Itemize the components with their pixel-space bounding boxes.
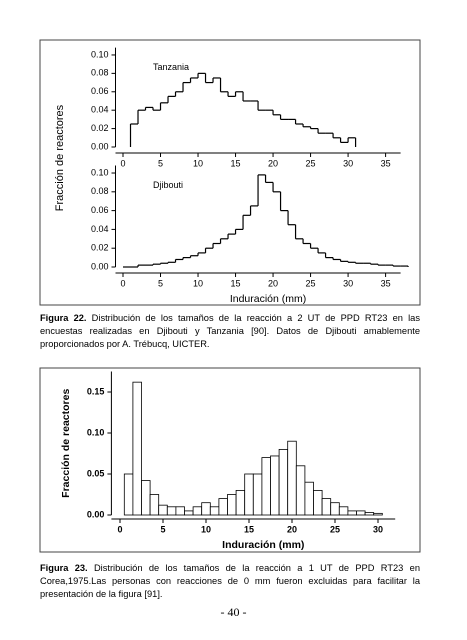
caption-label: Figura 23. bbox=[40, 563, 88, 573]
bar bbox=[175, 506, 185, 516]
bar bbox=[132, 381, 142, 516]
y-tick-label: 0.06 bbox=[91, 205, 109, 215]
bar bbox=[321, 498, 332, 516]
y-tick-label: 0.10 bbox=[91, 167, 109, 177]
x-tick-label: 20 bbox=[268, 158, 278, 168]
bar bbox=[356, 510, 366, 516]
bar bbox=[184, 510, 194, 516]
figure-frame bbox=[39, 367, 421, 553]
bar bbox=[244, 473, 254, 516]
page-number: - 40 - bbox=[220, 605, 247, 619]
x-tick-label: 0 bbox=[120, 278, 125, 288]
bar bbox=[235, 489, 246, 516]
bar bbox=[270, 455, 280, 516]
x-axis-label: Induración (mm) bbox=[230, 293, 306, 305]
y-tick-label: 0.10 bbox=[87, 427, 105, 437]
y-tick-label: 0.08 bbox=[91, 186, 109, 196]
panel-label: Djibouti bbox=[153, 180, 183, 190]
panel-label: Tanzania bbox=[153, 62, 189, 72]
x-tick-label: 0 bbox=[120, 158, 125, 168]
y-tick-label: 0.08 bbox=[91, 68, 109, 78]
bar bbox=[218, 498, 228, 516]
y-tick-label: 0.15 bbox=[87, 386, 105, 396]
x-tick-label: 0 bbox=[117, 524, 122, 534]
bar bbox=[201, 502, 211, 516]
y-tick-label: 0.00 bbox=[87, 509, 105, 519]
y-axis-label: Fracción de reactores bbox=[60, 389, 72, 498]
y-tick-label: 0.00 bbox=[91, 261, 109, 271]
x-tick-label: 15 bbox=[231, 158, 241, 168]
y-axis-label: Fracción de reactores bbox=[54, 104, 66, 211]
x-tick-label: 25 bbox=[306, 158, 316, 168]
y-tick-label: 0.05 bbox=[87, 468, 105, 478]
x-tick-label: 25 bbox=[306, 278, 316, 288]
bar bbox=[364, 512, 375, 516]
y-tick-label: 0.04 bbox=[91, 105, 109, 115]
bar bbox=[313, 489, 323, 516]
bar bbox=[123, 473, 134, 516]
caption: Figura 22. Distribución de los tamaños d… bbox=[40, 312, 420, 351]
bar bbox=[304, 481, 314, 516]
caption-text: Distribución de los tamaños de la reacci… bbox=[40, 563, 420, 599]
bar bbox=[252, 473, 263, 516]
x-tick-label: 20 bbox=[268, 278, 278, 288]
bar bbox=[227, 494, 237, 516]
x-tick-label: 35 bbox=[381, 158, 391, 168]
x-tick-label: 30 bbox=[343, 158, 353, 168]
x-axis-label: Induración (mm) bbox=[222, 539, 304, 551]
bar bbox=[287, 440, 297, 516]
bar bbox=[330, 502, 340, 516]
bar bbox=[141, 480, 151, 516]
y-tick-label: 0.02 bbox=[91, 243, 109, 253]
y-tick-label: 0.10 bbox=[91, 49, 109, 59]
x-tick-label: 35 bbox=[381, 278, 391, 288]
bar bbox=[209, 506, 220, 516]
bar bbox=[149, 494, 160, 516]
x-tick-label: 10 bbox=[193, 278, 203, 288]
x-tick-label: 15 bbox=[244, 524, 254, 534]
bar bbox=[166, 506, 177, 516]
x-tick-label: 5 bbox=[158, 158, 163, 168]
x-tick-label: 5 bbox=[158, 278, 163, 288]
figure-frame bbox=[39, 39, 421, 306]
bar bbox=[347, 510, 357, 516]
x-tick-label: 15 bbox=[231, 278, 241, 288]
bar bbox=[338, 506, 349, 516]
bar bbox=[192, 506, 203, 516]
y-tick-label: 0.06 bbox=[91, 86, 109, 96]
x-tick-label: 30 bbox=[343, 278, 353, 288]
caption-label: Figura 22. bbox=[40, 313, 87, 323]
caption-text: Distribución de los tamaños de la reacci… bbox=[40, 313, 420, 349]
x-tick-label: 5 bbox=[160, 524, 165, 534]
caption: Figura 23. Distribución de los tamaños d… bbox=[40, 562, 420, 601]
y-tick-label: 0.04 bbox=[91, 224, 109, 234]
bar bbox=[158, 504, 168, 516]
x-tick-label: 20 bbox=[287, 524, 297, 534]
bar bbox=[295, 465, 306, 516]
x-tick-label: 10 bbox=[193, 158, 203, 168]
x-tick-label: 10 bbox=[201, 524, 211, 534]
y-tick-label: 0.02 bbox=[91, 123, 109, 133]
bar bbox=[261, 457, 271, 516]
bar bbox=[278, 448, 289, 516]
y-tick-label: 0.00 bbox=[91, 141, 109, 151]
x-tick-label: 30 bbox=[373, 524, 383, 534]
bar bbox=[373, 512, 383, 516]
x-tick-label: 25 bbox=[330, 524, 340, 534]
